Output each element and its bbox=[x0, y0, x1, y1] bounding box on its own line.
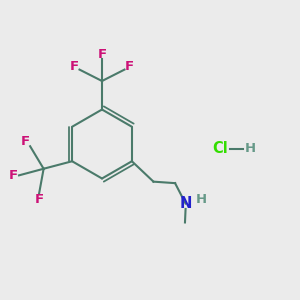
Text: F: F bbox=[70, 59, 79, 73]
Text: F: F bbox=[98, 47, 106, 61]
Text: F: F bbox=[34, 193, 44, 206]
Text: F: F bbox=[21, 135, 30, 148]
Text: N: N bbox=[179, 196, 192, 211]
Text: Cl: Cl bbox=[213, 141, 228, 156]
Text: F: F bbox=[9, 169, 18, 182]
Text: H: H bbox=[245, 142, 256, 155]
Text: H: H bbox=[196, 193, 207, 206]
Text: F: F bbox=[125, 59, 134, 73]
